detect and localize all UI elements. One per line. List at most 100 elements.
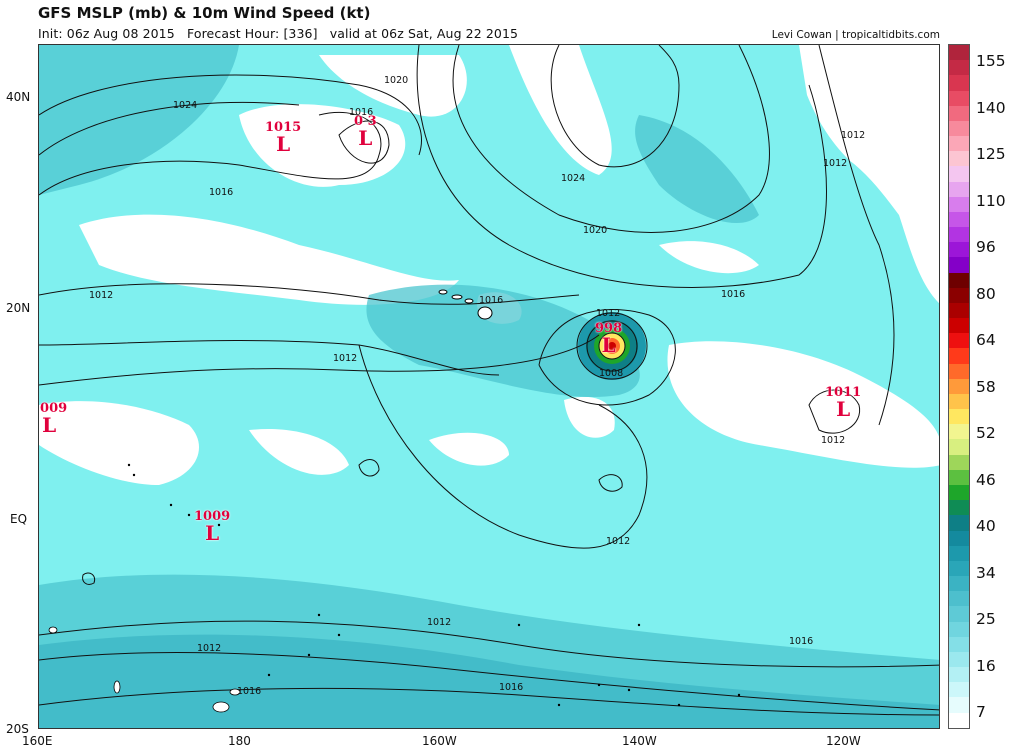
colorbar-swatch <box>949 151 969 167</box>
low-symbol: L <box>276 132 291 156</box>
colorbar-swatch <box>949 560 969 577</box>
colorbar-swatch <box>949 621 969 637</box>
colorbar-swatch <box>949 211 969 228</box>
colorbar-swatch <box>949 651 969 668</box>
isobar-label: 1016 <box>479 295 504 306</box>
colorbar-swatch <box>949 136 969 152</box>
colorbar-swatch <box>949 545 969 561</box>
lon-label-140w: 140W <box>622 734 657 748</box>
low-pressure-marker: 998 L <box>595 322 622 355</box>
colorbar-swatch <box>949 120 969 137</box>
colorbar-tick-label: 64 <box>976 331 996 349</box>
low-symbol: L <box>358 126 373 150</box>
strongest-band <box>39 634 939 728</box>
isobar-label: 1016 <box>349 107 374 118</box>
colorbar-tick-label: 34 <box>976 564 996 582</box>
low-symbol: L <box>836 397 851 421</box>
map-canvas <box>39 45 939 728</box>
colorbar-tick-label: 40 <box>976 517 996 535</box>
colorbar-swatch <box>949 45 969 61</box>
lat-label-eq: EQ <box>10 512 28 526</box>
isobar-label: 1016 <box>237 686 262 697</box>
map-title: GFS MSLP (mb) & 10m Wind Speed (kt) <box>38 4 371 22</box>
low-pressure-marker: 1009 L <box>39 401 68 437</box>
lat-label-20s: 20S <box>6 722 29 736</box>
colorbar-tick-label: 155 <box>976 52 1006 70</box>
colorbar-tick-label: 7 <box>976 703 986 721</box>
low-symbol: L <box>205 521 220 545</box>
colorbar-swatch <box>949 576 969 592</box>
isobar-label: 1024 <box>561 173 586 184</box>
colorbar-tick-label: 80 <box>976 285 996 303</box>
colorbar-tick-label: 46 <box>976 471 996 489</box>
lon-label-160e: 160E <box>22 734 53 748</box>
colorbar-swatch <box>949 257 969 273</box>
lon-label-160w: 160W <box>422 734 457 748</box>
low-pressure-value: 1015 <box>265 120 302 135</box>
colorbar-swatch <box>949 469 969 485</box>
colorbar-swatch <box>949 697 969 713</box>
low-pressure-marker: 1009 L <box>194 510 230 543</box>
low-symbol: L <box>42 413 57 437</box>
colorbar-tick-label: 25 <box>976 610 996 628</box>
isobar-label: 1012 <box>333 353 358 364</box>
lon-label-120w: 120W <box>826 734 861 748</box>
colorbar-swatch <box>949 242 969 258</box>
colorbar-swatch <box>949 363 969 379</box>
colorbar-swatch <box>949 272 969 288</box>
colorbar-swatch <box>949 166 969 182</box>
fiji-vanuatu-islands <box>48 626 241 713</box>
low-pressure-value: 1009 <box>39 401 68 416</box>
low-pressure-marker: 0 3 L <box>354 115 377 148</box>
colorbar-swatch <box>949 484 969 501</box>
low-pressure-value: 1009 <box>194 509 231 524</box>
isobar-label: 1016 <box>209 187 234 198</box>
low-pressure-marker: 1011 L <box>825 386 861 419</box>
map-subtitle: Init: 06z Aug 08 2015 Forecast Hour: [33… <box>38 26 519 41</box>
colorbar-swatch <box>949 439 969 455</box>
lat-label-40n: 40N <box>6 90 31 104</box>
colorbar-swatch <box>949 393 969 410</box>
colorbar-swatch <box>949 591 969 607</box>
isobar-label: 1012 <box>823 158 848 169</box>
isobar-label: 1016 <box>499 682 524 693</box>
hawaii-islands <box>438 289 493 320</box>
isobar-label: 1012 <box>197 643 222 654</box>
lon-label-180: 180 <box>228 734 251 748</box>
isobar-label: 1012 <box>89 290 114 301</box>
colorbar-swatch <box>949 196 969 212</box>
north-america-land <box>799 45 939 303</box>
colorbar-swatch <box>949 181 969 197</box>
isobar-label: 1016 <box>721 289 746 300</box>
isobar-label: 1024 <box>173 100 198 111</box>
colorbar-swatch <box>949 60 969 76</box>
colorbar-tick-label: 96 <box>976 238 996 256</box>
colorbar-tick-label: 52 <box>976 424 996 442</box>
colorbar-tick-label: 140 <box>976 99 1006 117</box>
colorbar-tick-label: 16 <box>976 657 996 675</box>
colorbar-swatch <box>949 454 969 470</box>
colorbar-swatch <box>949 682 969 698</box>
low-pressure-marker: 1015 L <box>265 121 301 154</box>
isobars <box>39 45 939 716</box>
colorbar-swatch <box>949 515 969 531</box>
isobar-label: 1008 <box>599 368 624 379</box>
colorbar-swatch <box>949 227 969 243</box>
isobar-label: 1012 <box>606 536 631 547</box>
colorbar-swatch <box>949 318 969 334</box>
isobar-label: 1012 <box>596 308 621 319</box>
isobar-label: 1012 <box>821 435 846 446</box>
colorbar-swatch <box>949 90 969 106</box>
pacific-islands <box>127 463 741 707</box>
colorbar-swatch <box>949 667 969 683</box>
colorbar-swatch <box>949 424 969 440</box>
colorbar-swatch <box>949 378 969 394</box>
wind-speed-colorbar <box>948 44 970 729</box>
colorbar-swatch <box>949 302 969 319</box>
colorbar-ticks: 155 140 125 110 96 80 64 58 52 46 40 34 25 16 7 <box>976 44 1024 729</box>
colorbar-swatch <box>949 287 969 303</box>
colorbar-swatch <box>949 606 969 622</box>
low-pressure-value: 1011 <box>825 385 862 400</box>
isobar-label: 1012 <box>841 130 866 141</box>
colorbar-swatch <box>949 636 969 652</box>
